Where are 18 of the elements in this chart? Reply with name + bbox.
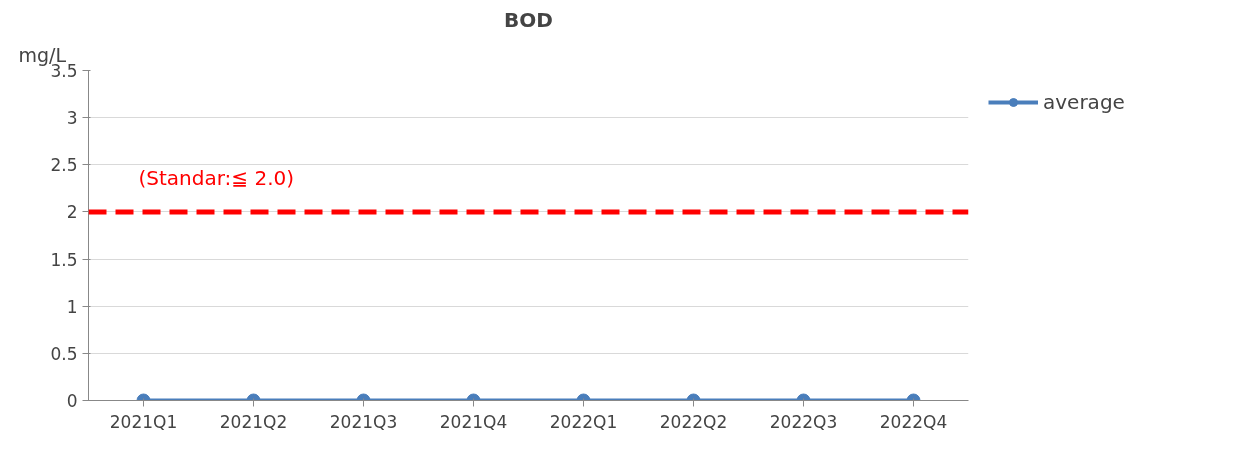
- y-tick-label: 0.5: [50, 343, 78, 364]
- x-tick-label: 2021Q1: [109, 411, 178, 432]
- y-tick-label: 1: [66, 296, 78, 317]
- x-tick-label: 2021Q4: [439, 411, 508, 432]
- x-tick-label: 2021Q3: [329, 411, 398, 432]
- x-tick-label: 2022Q3: [769, 411, 838, 432]
- y-tick-label: 2: [66, 202, 78, 223]
- y-tick-label: 1.5: [50, 249, 78, 270]
- y-tick-label: 2.5: [50, 155, 78, 176]
- y-tick-label: 3: [66, 108, 78, 129]
- chart-title: BOD: [504, 7, 553, 32]
- x-tick-label: 2022Q1: [549, 411, 618, 432]
- x-tick-label: 2021Q2: [219, 411, 288, 432]
- x-tick-label: 2022Q4: [879, 411, 948, 432]
- x-tick-label: 2022Q2: [659, 411, 728, 432]
- legend-label: average: [1043, 90, 1125, 114]
- y-tick-label: 0: [66, 391, 78, 411]
- ref-line-label: (Standar:≦ 2.0): [138, 165, 295, 190]
